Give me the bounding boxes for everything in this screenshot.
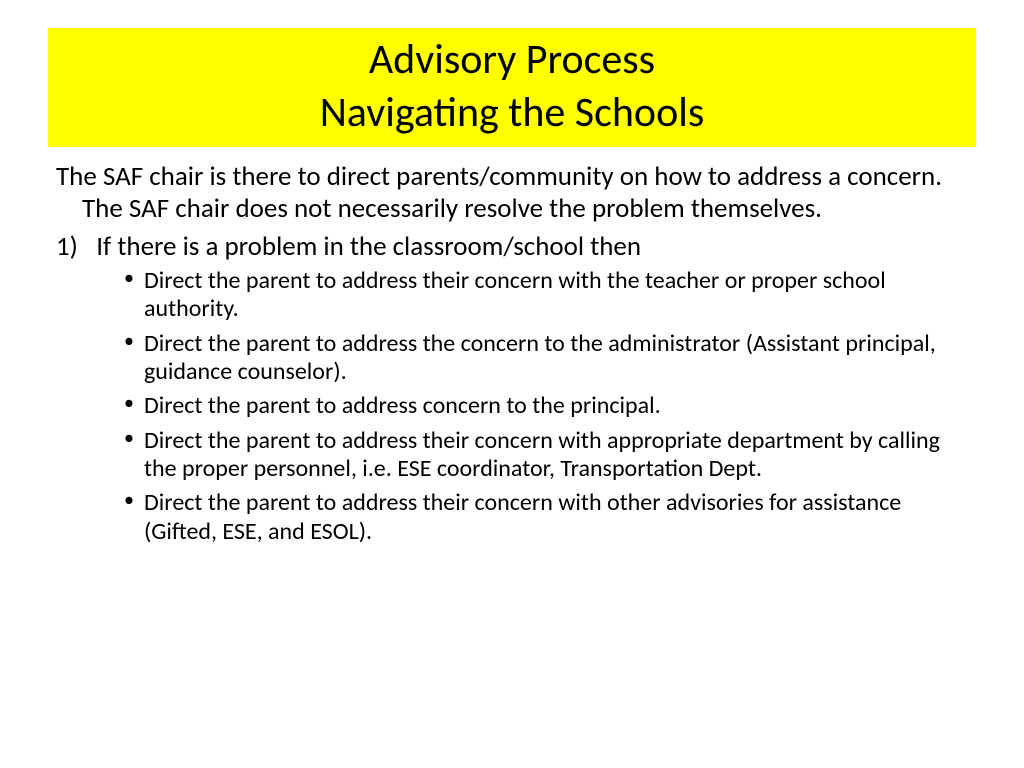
bullet-item: Direct the parent to address their conce… bbox=[124, 427, 968, 484]
title-line-2: Navigating the Schools bbox=[48, 87, 976, 140]
bullet-item: Direct the parent to address their conce… bbox=[124, 489, 968, 546]
intro-paragraph: The SAF chair is there to direct parents… bbox=[56, 161, 968, 225]
slide: Advisory Process Navigating the Schools … bbox=[0, 0, 1024, 768]
slide-body: The SAF chair is there to direct parents… bbox=[48, 161, 976, 546]
bullet-list: Direct the parent to address their conce… bbox=[56, 267, 968, 546]
bullet-item: Direct the parent to address their conce… bbox=[124, 267, 968, 324]
numbered-item-1: 1) If there is a problem in the classroo… bbox=[56, 231, 968, 263]
title-line-1: Advisory Process bbox=[48, 34, 976, 87]
num-text: If there is a problem in the classroom/s… bbox=[96, 230, 641, 263]
bullet-item: Direct the parent to address concern to … bbox=[124, 392, 968, 420]
title-box: Advisory Process Navigating the Schools bbox=[48, 28, 976, 147]
num-marker: 1) bbox=[56, 230, 78, 263]
bullet-item: Direct the parent to address the concern… bbox=[124, 330, 968, 387]
